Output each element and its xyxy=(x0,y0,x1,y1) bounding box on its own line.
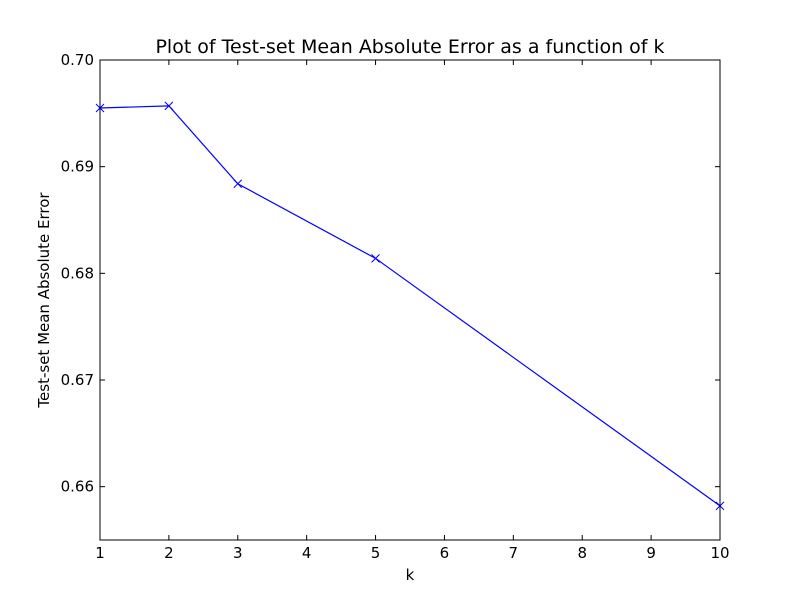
x-tick-label: 8 xyxy=(577,544,587,562)
data-point-marker xyxy=(233,179,243,189)
y-axis-label: Test-set Mean Absolute Error xyxy=(35,192,53,409)
x-tick-label: 7 xyxy=(509,544,519,562)
x-axis-label: k xyxy=(406,566,415,584)
y-tick-label: 0.70 xyxy=(61,51,94,69)
x-tick-label: 9 xyxy=(646,544,656,562)
y-tick-label: 0.68 xyxy=(61,264,94,282)
y-tick-label: 0.67 xyxy=(61,371,94,389)
x-tick-label: 10 xyxy=(710,544,729,562)
x-tick-label: 1 xyxy=(95,544,105,562)
x-tick-label: 2 xyxy=(164,544,174,562)
x-tick-label: 4 xyxy=(302,544,312,562)
data-point-marker xyxy=(164,101,174,111)
x-tick-label: 5 xyxy=(371,544,381,562)
y-tick-label: 0.69 xyxy=(61,158,94,176)
y-tick-label: 0.66 xyxy=(61,478,94,496)
chart-title: Plot of Test-set Mean Absolute Error as … xyxy=(155,36,664,58)
series-layer xyxy=(95,101,725,511)
data-point-marker xyxy=(371,254,380,263)
x-tick-label: 3 xyxy=(233,544,243,562)
x-tick-label: 6 xyxy=(440,544,450,562)
plot-area-frame xyxy=(99,59,721,541)
